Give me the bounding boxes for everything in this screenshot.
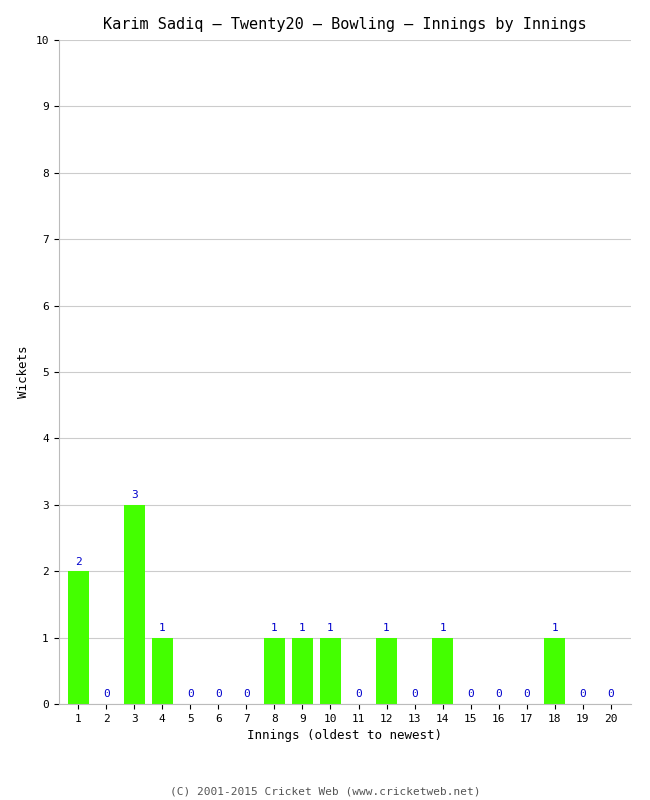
Bar: [320, 638, 341, 704]
Bar: [151, 638, 173, 704]
Text: 0: 0: [411, 690, 418, 699]
Text: 0: 0: [355, 690, 362, 699]
Bar: [376, 638, 397, 704]
Text: 0: 0: [495, 690, 502, 699]
Text: 0: 0: [608, 690, 614, 699]
Text: 0: 0: [467, 690, 474, 699]
Text: 0: 0: [215, 690, 222, 699]
Text: 1: 1: [439, 623, 446, 633]
Text: 0: 0: [187, 690, 194, 699]
Text: 0: 0: [243, 690, 250, 699]
Title: Karim Sadiq – Twenty20 – Bowling – Innings by Innings: Karim Sadiq – Twenty20 – Bowling – Innin…: [103, 17, 586, 32]
Bar: [432, 638, 453, 704]
Text: 3: 3: [131, 490, 138, 500]
Text: 0: 0: [523, 690, 530, 699]
Bar: [124, 505, 145, 704]
Text: 1: 1: [551, 623, 558, 633]
Bar: [292, 638, 313, 704]
Bar: [264, 638, 285, 704]
Text: 1: 1: [271, 623, 278, 633]
Text: 2: 2: [75, 557, 81, 566]
Bar: [68, 571, 88, 704]
Text: 1: 1: [384, 623, 390, 633]
Text: (C) 2001-2015 Cricket Web (www.cricketweb.net): (C) 2001-2015 Cricket Web (www.cricketwe…: [170, 786, 480, 796]
X-axis label: Innings (oldest to newest): Innings (oldest to newest): [247, 730, 442, 742]
Text: 0: 0: [103, 690, 110, 699]
Bar: [544, 638, 566, 704]
Text: 1: 1: [299, 623, 305, 633]
Y-axis label: Wickets: Wickets: [17, 346, 30, 398]
Text: 1: 1: [327, 623, 334, 633]
Text: 0: 0: [579, 690, 586, 699]
Text: 1: 1: [159, 623, 166, 633]
